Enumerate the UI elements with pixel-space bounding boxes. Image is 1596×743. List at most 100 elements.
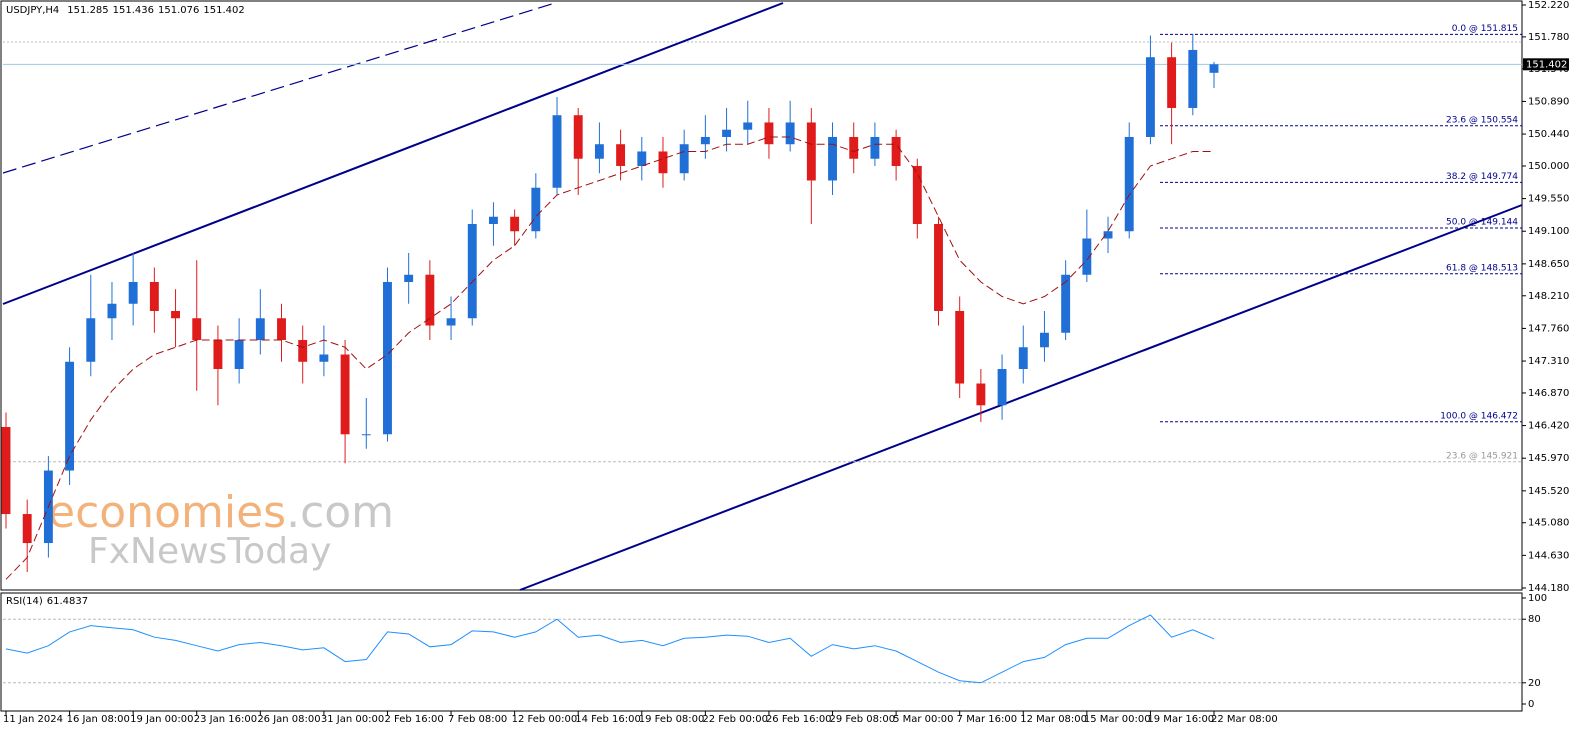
candle-body	[616, 144, 626, 166]
candle-body	[743, 122, 753, 130]
candle-body	[594, 144, 604, 159]
last-high: 151.436	[113, 5, 154, 16]
y-tick-label: 146.870	[1528, 388, 1569, 399]
candle-body	[806, 122, 816, 181]
x-tick-label: 16 Jan 08:00	[67, 714, 130, 725]
fib-label: 38.2 @ 149.774	[1446, 172, 1518, 182]
rsi-tick-label: 20	[1528, 678, 1541, 689]
candle-body	[658, 151, 668, 174]
candle-body	[277, 318, 286, 341]
candle-body	[340, 354, 350, 435]
x-tick-label: 12 Mar 08:00	[1020, 714, 1087, 725]
y-tick-label: 150.000	[1528, 161, 1569, 172]
y-tick-label: 148.650	[1528, 259, 1569, 270]
candle-body	[976, 383, 986, 406]
y-tick-label: 151.780	[1528, 32, 1569, 43]
candle-body	[1040, 332, 1049, 348]
candle-body	[912, 165, 922, 224]
candle-body	[1145, 57, 1155, 137]
y-tick-label: 152.220	[1528, 0, 1569, 11]
rsi-tick-label: 100	[1528, 593, 1547, 604]
y-tick-label: 146.420	[1528, 421, 1569, 432]
candle-body	[128, 281, 138, 304]
x-tick-label: 11 Jan 2024	[3, 714, 63, 725]
x-tick-label: 19 Mar 16:00	[1147, 714, 1214, 725]
rsi-panel	[0, 592, 1523, 712]
candle-body	[828, 136, 837, 181]
price-panel	[0, 0, 1523, 591]
x-tick-label: 14 Feb 16:00	[575, 714, 641, 725]
last-close: 151.402	[203, 5, 244, 16]
candle-body	[107, 303, 117, 319]
rsi-tick-label: 80	[1528, 614, 1541, 625]
x-tick-label: 5 Mar 00:00	[893, 714, 953, 725]
candle-body	[383, 281, 392, 435]
x-tick-label: 7 Mar 16:00	[957, 714, 1017, 725]
rsi-title: RSI(14)	[6, 596, 43, 607]
candle-body	[997, 369, 1007, 406]
channel-lower	[519, 204, 1523, 591]
fib-label: 61.8 @ 148.513	[1446, 263, 1518, 273]
fib-label: 23.6 @ 150.554	[1446, 115, 1518, 125]
last-low: 151.076	[158, 5, 199, 16]
x-tick-label: 23 Jan 16:00	[194, 714, 257, 725]
price-tag	[1523, 58, 1569, 71]
fib-label: 100.0 @ 146.472	[1440, 411, 1518, 421]
candle-body	[1124, 136, 1134, 232]
y-tick-label: 145.080	[1528, 518, 1569, 529]
candle-body	[1082, 238, 1092, 275]
fib-label: 0.0 @ 151.815	[1452, 24, 1518, 34]
candle-body	[1209, 64, 1219, 73]
candle-body	[404, 274, 414, 282]
candle-body	[361, 434, 371, 436]
symbol: USDJPY,H4	[6, 5, 59, 16]
candle-body	[488, 216, 498, 224]
y-tick-label: 150.890	[1528, 96, 1569, 107]
candle-body	[22, 514, 32, 544]
y-tick-label: 145.520	[1528, 486, 1569, 497]
x-tick-label: 19 Feb 08:00	[639, 714, 705, 725]
x-tick-label: 22 Feb 00:00	[702, 714, 768, 725]
candle-body	[573, 115, 583, 159]
candle-body	[955, 311, 965, 384]
x-tick-label: 7 Feb 08:00	[448, 714, 507, 725]
candle-body	[891, 136, 901, 166]
y-tick-label: 148.210	[1528, 291, 1569, 302]
x-tick-label: 31 Jan 00:00	[321, 714, 384, 725]
fib-label: 50.0 @ 149.144	[1446, 218, 1518, 228]
candle-body	[467, 223, 477, 319]
rsi-line	[5, 614, 1215, 684]
y-tick-label: 147.310	[1528, 356, 1569, 367]
candle-body	[637, 151, 647, 166]
candle-body	[1, 427, 11, 515]
fib-label: 23.6 @ 145.921	[1446, 451, 1518, 461]
candle-body	[425, 274, 435, 326]
y-tick-label: 144.630	[1528, 550, 1569, 561]
watermark-brand: economies.com	[48, 487, 394, 538]
x-tick-label: 29 Feb 08:00	[830, 714, 896, 725]
candle-body	[192, 318, 202, 341]
candle-body	[785, 122, 795, 145]
watermark-sub: FxNewsToday	[88, 531, 331, 572]
candle-body	[446, 318, 456, 326]
rsi-tick-label: 0	[1528, 699, 1534, 710]
candle-body	[764, 122, 774, 145]
candle-body	[700, 136, 710, 145]
candle-body	[149, 281, 159, 312]
last-open: 151.285	[67, 5, 108, 16]
header: USDJPY,H4 151.285 151.436 151.076 151.402	[6, 5, 245, 16]
candle-body	[934, 223, 943, 312]
candle-body	[319, 354, 329, 362]
y-tick-label: 144.180	[1528, 583, 1569, 594]
candle-body	[1167, 57, 1177, 108]
candle-body	[234, 340, 244, 370]
candle-body	[679, 144, 689, 174]
candle-body	[65, 361, 75, 471]
channel-outer	[2, 2, 556, 174]
candle-body	[1103, 231, 1113, 239]
rsi-last: 61.4837	[47, 596, 88, 607]
candle-body	[1188, 49, 1198, 108]
candle-body	[1018, 347, 1028, 370]
watermark-suffix: .com	[286, 487, 394, 538]
